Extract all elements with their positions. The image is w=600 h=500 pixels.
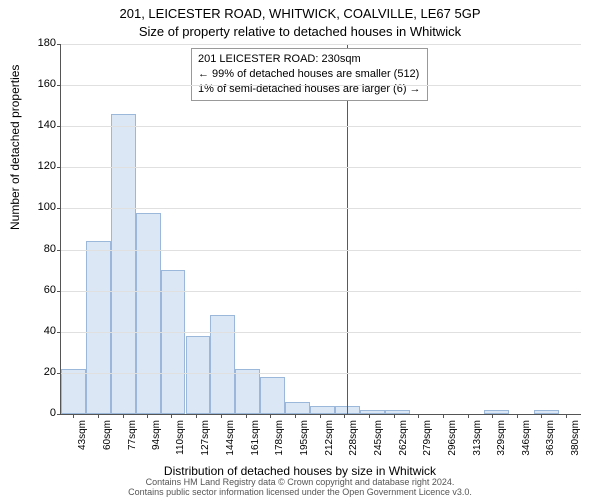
y-tick xyxy=(57,291,61,292)
x-tick xyxy=(270,414,271,418)
gridline xyxy=(61,44,581,45)
y-tick-label: 80 xyxy=(26,243,56,255)
x-tick xyxy=(443,414,444,418)
y-tick-label: 60 xyxy=(26,284,56,296)
attribution-line-2: Contains public sector information licen… xyxy=(128,487,472,497)
annotation-line-1: 201 LEICESTER ROAD: 230sqm xyxy=(198,52,421,67)
x-tick-label: 161sqm xyxy=(250,420,261,464)
x-tick-label: 94sqm xyxy=(151,420,162,464)
x-tick-label: 296sqm xyxy=(447,420,458,464)
x-tick xyxy=(468,414,469,418)
x-tick xyxy=(566,414,567,418)
x-tick xyxy=(492,414,493,418)
y-tick-label: 20 xyxy=(26,366,56,378)
annotation-line-2: ← 99% of detached houses are smaller (51… xyxy=(198,67,421,82)
x-axis-label: Distribution of detached houses by size … xyxy=(0,464,600,478)
y-tick xyxy=(57,250,61,251)
attribution-line-1: Contains HM Land Registry data © Crown c… xyxy=(146,477,455,487)
x-tick-label: 43sqm xyxy=(77,420,88,464)
chart-container: 201, LEICESTER ROAD, WHITWICK, COALVILLE… xyxy=(0,0,600,500)
x-tick xyxy=(295,414,296,418)
gridline xyxy=(61,332,581,333)
x-tick xyxy=(196,414,197,418)
x-tick-label: 195sqm xyxy=(299,420,310,464)
x-tick xyxy=(369,414,370,418)
x-tick xyxy=(246,414,247,418)
x-tick xyxy=(98,414,99,418)
y-tick xyxy=(57,126,61,127)
y-tick xyxy=(57,332,61,333)
y-tick-label: 180 xyxy=(26,37,56,49)
x-tick xyxy=(418,414,419,418)
x-tick-label: 363sqm xyxy=(545,420,556,464)
y-axis-label: Number of detached properties xyxy=(8,65,22,230)
attribution: Contains HM Land Registry data © Crown c… xyxy=(0,478,600,498)
x-tick-label: 228sqm xyxy=(348,420,359,464)
y-tick-label: 100 xyxy=(26,201,56,213)
histogram-bar xyxy=(385,410,410,414)
y-tick-label: 140 xyxy=(26,119,56,131)
x-tick xyxy=(320,414,321,418)
histogram-bar xyxy=(360,410,385,414)
x-tick-label: 329sqm xyxy=(496,420,507,464)
x-tick xyxy=(73,414,74,418)
y-tick xyxy=(57,167,61,168)
x-tick-label: 178sqm xyxy=(274,420,285,464)
x-tick-label: 313sqm xyxy=(472,420,483,464)
gridline xyxy=(61,85,581,86)
histogram-bar xyxy=(260,377,285,414)
x-tick xyxy=(171,414,172,418)
x-tick-label: 212sqm xyxy=(324,420,335,464)
x-tick-label: 60sqm xyxy=(102,420,113,464)
histogram-bar xyxy=(186,336,211,414)
x-tick-label: 380sqm xyxy=(570,420,581,464)
x-tick-label: 279sqm xyxy=(422,420,433,464)
gridline xyxy=(61,208,581,209)
x-tick-label: 262sqm xyxy=(398,420,409,464)
annotation-line-3: 1% of semi-detached houses are larger (6… xyxy=(198,82,421,97)
x-tick xyxy=(147,414,148,418)
annotation-box: 201 LEICESTER ROAD: 230sqm ← 99% of deta… xyxy=(191,48,428,101)
x-tick-label: 110sqm xyxy=(175,420,186,464)
chart-title-address: 201, LEICESTER ROAD, WHITWICK, COALVILLE… xyxy=(0,6,600,21)
x-tick xyxy=(394,414,395,418)
x-tick-label: 127sqm xyxy=(200,420,211,464)
gridline xyxy=(61,291,581,292)
histogram-bar xyxy=(136,213,161,414)
histogram-bar xyxy=(310,406,335,414)
histogram-bar xyxy=(484,410,509,414)
x-tick xyxy=(344,414,345,418)
plot-area: 201 LEICESTER ROAD: 230sqm ← 99% of deta… xyxy=(60,44,581,415)
x-tick xyxy=(123,414,124,418)
histogram-bar xyxy=(235,369,260,414)
y-tick xyxy=(57,85,61,86)
x-tick xyxy=(221,414,222,418)
histogram-bar xyxy=(161,270,186,414)
x-tick xyxy=(517,414,518,418)
x-tick-label: 346sqm xyxy=(521,420,532,464)
chart-subtitle: Size of property relative to detached ho… xyxy=(0,24,600,39)
y-tick-label: 40 xyxy=(26,325,56,337)
gridline xyxy=(61,250,581,251)
histogram-bar xyxy=(210,315,235,414)
x-tick-label: 144sqm xyxy=(225,420,236,464)
histogram-bar xyxy=(534,410,559,414)
y-tick-label: 0 xyxy=(26,407,56,419)
histogram-bar xyxy=(111,114,136,414)
x-tick xyxy=(541,414,542,418)
gridline xyxy=(61,167,581,168)
histogram-bar xyxy=(285,402,310,414)
y-tick xyxy=(57,373,61,374)
gridline xyxy=(61,373,581,374)
x-tick-label: 245sqm xyxy=(373,420,384,464)
histogram-bar xyxy=(86,241,111,414)
x-tick-label: 77sqm xyxy=(127,420,138,464)
y-tick xyxy=(57,44,61,45)
y-tick-label: 160 xyxy=(26,78,56,90)
histogram-bar xyxy=(61,369,86,414)
y-tick xyxy=(57,414,61,415)
gridline xyxy=(61,126,581,127)
y-tick xyxy=(57,208,61,209)
y-tick-label: 120 xyxy=(26,160,56,172)
